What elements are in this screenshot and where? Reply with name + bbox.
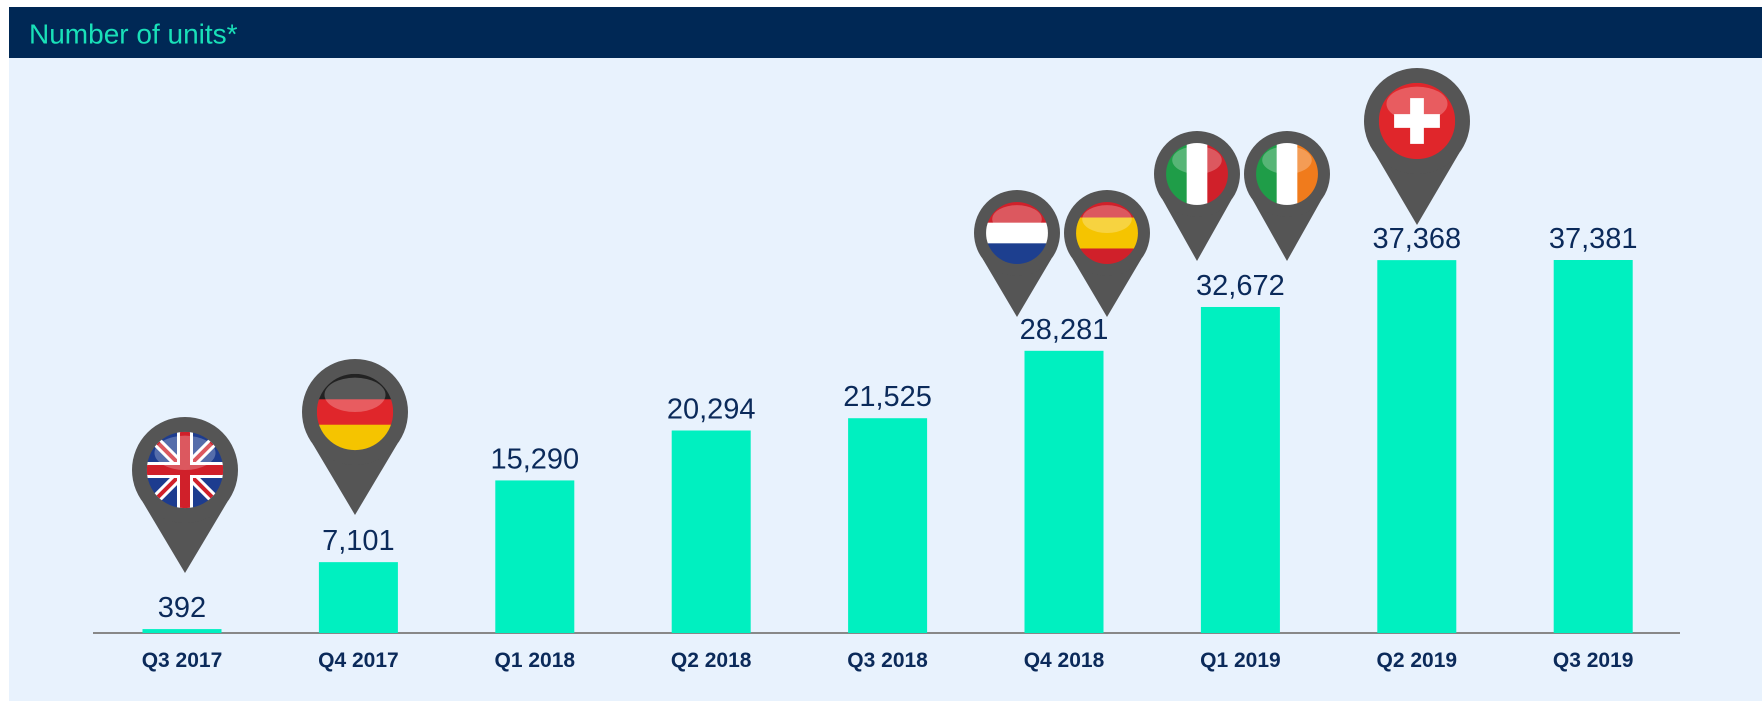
header — [9, 7, 1762, 58]
value-label: 37,368 — [1372, 223, 1461, 255]
location-pin — [302, 359, 408, 515]
location-pin — [1064, 190, 1150, 317]
value-label: 37,381 — [1549, 223, 1638, 255]
bar — [318, 562, 398, 633]
bar — [142, 629, 222, 633]
bar — [671, 430, 751, 633]
bar — [495, 480, 575, 633]
flag-part — [1394, 114, 1440, 128]
x-tick-label: Q4 2017 — [318, 649, 399, 672]
location-pin — [974, 190, 1060, 317]
location-pin — [1364, 68, 1470, 225]
value-label: 392 — [158, 592, 206, 624]
flag-part — [1076, 233, 1138, 249]
value-label: 32,672 — [1196, 270, 1285, 302]
flag-part — [1256, 143, 1278, 205]
value-label: 21,525 — [843, 381, 932, 413]
x-tick-label: Q1 2019 — [1200, 649, 1281, 672]
x-tick-label: Q3 2017 — [142, 649, 223, 672]
flag-gloss — [154, 435, 216, 470]
pin-tail — [1162, 199, 1232, 261]
flag-gloss — [1082, 205, 1132, 233]
location-pin — [1244, 131, 1330, 261]
bar — [1553, 260, 1633, 633]
pin-tail — [1374, 152, 1460, 225]
flag-part — [1166, 143, 1188, 205]
pin-tail — [982, 258, 1052, 317]
location-pin — [1154, 131, 1240, 261]
x-tick-label: Q1 2018 — [495, 649, 576, 672]
pin-tail — [1072, 258, 1142, 317]
value-label: 28,281 — [1020, 314, 1109, 346]
flag — [1256, 143, 1318, 205]
flag-part — [1297, 143, 1318, 205]
flag-part — [1207, 143, 1228, 205]
flag-gloss — [324, 377, 386, 412]
flag — [1166, 143, 1228, 205]
flag-part — [1186, 143, 1208, 205]
flag-part — [1276, 143, 1298, 205]
flag-part — [986, 243, 1048, 264]
pin-tail — [1252, 199, 1322, 261]
x-tick-label: Q2 2019 — [1377, 649, 1458, 672]
flag-gloss — [992, 205, 1042, 233]
x-tick-label: Q4 2018 — [1024, 649, 1105, 672]
bar — [1200, 306, 1280, 633]
flag-gloss — [1172, 146, 1222, 174]
pin-tail — [312, 443, 398, 515]
flag-gloss — [1262, 146, 1312, 174]
location-pin — [132, 417, 238, 573]
flag — [1378, 82, 1456, 160]
x-tick-label: Q3 2019 — [1553, 649, 1634, 672]
flag — [146, 431, 224, 509]
flag-gloss — [1386, 86, 1448, 122]
value-label: 15,290 — [490, 443, 579, 475]
flag-part — [316, 399, 394, 426]
flag-part — [146, 465, 224, 475]
value-label: 7,101 — [322, 525, 395, 557]
flag-part — [986, 202, 1048, 224]
flag-part — [986, 222, 1048, 244]
pin-tail — [142, 501, 228, 573]
flag-part — [1076, 217, 1138, 234]
chart-title: Number of units* — [29, 18, 238, 49]
bar — [1377, 260, 1457, 633]
value-label: 20,294 — [667, 393, 756, 425]
bar — [1024, 350, 1104, 633]
bar — [848, 418, 928, 633]
x-tick-label: Q2 2018 — [671, 649, 752, 672]
flag — [986, 202, 1048, 264]
x-tick-label: Q3 2018 — [847, 649, 928, 672]
